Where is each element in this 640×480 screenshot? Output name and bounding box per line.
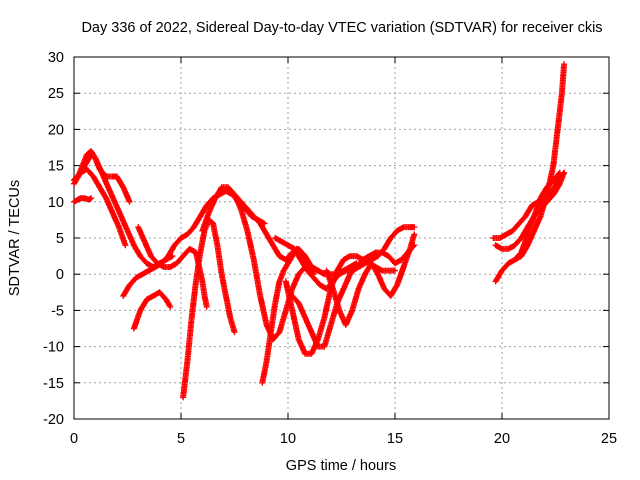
data-points [71, 61, 568, 401]
y-tick-label: 10 [48, 195, 64, 211]
series-markers [259, 245, 317, 386]
series-markers [199, 184, 360, 343]
x-tick-label: 25 [601, 431, 617, 447]
series-sat-track-11 [259, 245, 317, 386]
series-sat-track-3 [71, 195, 95, 205]
series-sat-track-15 [323, 231, 418, 328]
series-markers [511, 169, 563, 263]
series-sat-track-14 [289, 242, 418, 350]
series-sat-track-9 [199, 184, 360, 343]
x-tick-label: 15 [387, 431, 403, 447]
x-tick-label: 5 [177, 431, 185, 447]
series-sat-track-19 [511, 169, 563, 263]
series-sat-track-6 [130, 289, 174, 332]
series-markers [492, 61, 568, 285]
series-markers [323, 231, 418, 328]
series-markers [71, 148, 133, 205]
y-axis-label: SDTVAR / TECUs [7, 180, 23, 296]
x-tick-label: 20 [494, 431, 510, 447]
axis-ticks: 0 5 10 15 20 25 -20 -15 -10 -5 0 5 10 15 20 25 30 [43, 50, 617, 447]
y-tick-label: 5 [56, 231, 64, 247]
series-sat-track-4 [71, 148, 133, 205]
y-tick-label: 0 [56, 267, 64, 283]
x-tick-label: 10 [280, 431, 296, 447]
series-sat-track-18 [492, 61, 568, 285]
y-tick-label: 25 [48, 86, 64, 102]
y-tick-label: -10 [43, 340, 64, 356]
y-tick-label: 30 [48, 50, 64, 66]
series-markers [71, 195, 95, 205]
series-markers [289, 242, 418, 350]
y-tick-label: 15 [48, 159, 64, 175]
y-tick-label: -15 [43, 376, 64, 392]
series-markers [180, 216, 238, 401]
x-axis-label: GPS time / hours [286, 458, 396, 474]
series-sat-track-8 [180, 216, 238, 401]
y-tick-label: 20 [48, 122, 64, 138]
y-tick-label: -20 [43, 412, 64, 428]
x-tick-label: 0 [70, 431, 78, 447]
series-markers [130, 289, 174, 332]
y-tick-label: -5 [51, 303, 64, 319]
chart-title: Day 336 of 2022, Sidereal Day-to-day VTE… [81, 20, 602, 36]
